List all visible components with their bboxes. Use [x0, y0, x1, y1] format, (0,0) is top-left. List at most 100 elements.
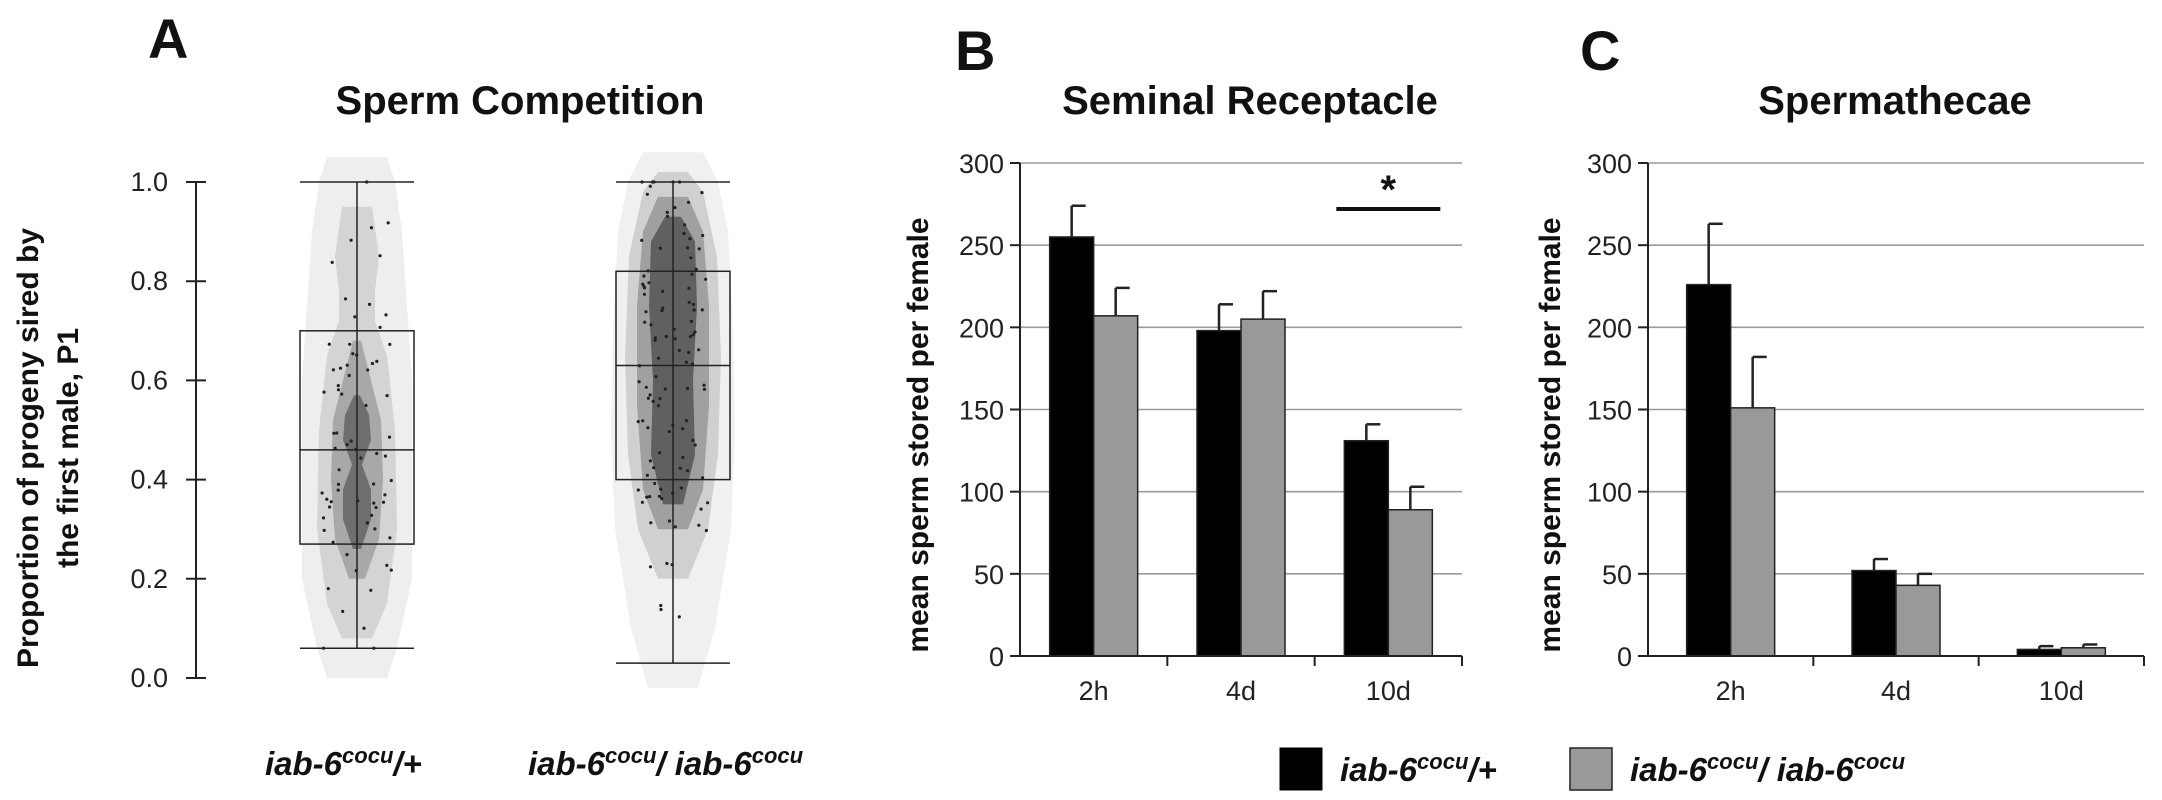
panel-b-bar-2h-series1	[1048, 236, 1095, 657]
panel-a-point	[673, 206, 677, 210]
panel-a-point	[651, 399, 655, 403]
panel-a-point	[336, 388, 341, 392]
panel-a-point	[338, 366, 343, 370]
panel-a-point	[659, 487, 663, 491]
panel-c-title: Spermathecae	[1758, 79, 2031, 123]
panel-a-point	[383, 493, 387, 497]
panel-b-bar-4d-series1	[1196, 329, 1242, 657]
panel-a-point	[365, 521, 369, 525]
panel-a-point	[653, 481, 657, 486]
panel-a-point	[332, 431, 336, 435]
panel-a-point	[325, 497, 329, 501]
panel-a-point	[686, 200, 691, 204]
panel-a-point	[671, 491, 675, 495]
panel-a-point	[653, 338, 657, 342]
panel-a-point	[645, 192, 650, 196]
panel-a-point	[656, 356, 661, 360]
panel-a-point	[692, 308, 696, 312]
panel-a-point	[694, 267, 698, 271]
panel-a-point	[693, 330, 697, 334]
panel-a-point	[658, 246, 662, 250]
panel-a-point	[384, 313, 388, 317]
panel-a-point	[659, 607, 663, 612]
panel-a-point	[697, 247, 701, 251]
panel-a-point	[658, 397, 662, 401]
panel-a-point	[648, 459, 653, 463]
panel-a-point	[335, 431, 339, 435]
panel-a-point	[336, 482, 341, 486]
panel-a-point	[329, 500, 333, 504]
panel-a-point	[671, 180, 675, 184]
panel-a-point	[345, 553, 349, 557]
panel-a-point	[364, 403, 368, 408]
panel-a-ylabel-line2: the first male, P1	[52, 328, 85, 568]
panel-a-point	[697, 523, 701, 527]
panel-a-point	[671, 423, 675, 427]
panel-a-point	[690, 362, 695, 366]
panel-a-point	[345, 363, 349, 367]
panel-a-point	[681, 455, 685, 459]
panel-b-axes: 0 50 100 150 200 250 300 2h 4d 10d *	[959, 149, 1463, 706]
legend-swatch-heterozygote	[1279, 747, 1323, 791]
panel-b-ytick-label: 200	[959, 313, 1004, 343]
panel-a-point	[643, 320, 647, 324]
legend-label-heterozygote: iab-6cocu/+	[1340, 749, 1497, 788]
panel-c-xtick-label: 2h	[1716, 676, 1746, 706]
panel-a-point	[648, 184, 652, 188]
panel-a-point	[667, 430, 671, 434]
panel-a-point	[343, 297, 348, 301]
panel-a-point	[322, 528, 326, 533]
panel-a-point	[365, 180, 369, 184]
panel-a-point	[637, 380, 641, 384]
panel-a-point	[369, 588, 373, 592]
panel-a-point	[322, 390, 326, 394]
panel-a-point	[660, 309, 664, 313]
panel-b-ytick-label: 300	[959, 149, 1004, 179]
panel-a-point	[388, 342, 392, 346]
panel-b-xtick-label: 4d	[1226, 676, 1256, 706]
panel-a-point	[369, 226, 374, 230]
panel-a-point	[700, 191, 704, 195]
panel-a-point	[320, 491, 324, 495]
panel-c-ylabel: mean sperm stored per female	[1534, 217, 1567, 652]
panel-a-point	[664, 334, 668, 339]
panel-a-point	[643, 286, 647, 290]
panel-a-point	[351, 352, 355, 356]
panel-b-ytick-label: 100	[959, 478, 1004, 508]
panel-a-point	[646, 269, 650, 273]
panel-a-point	[648, 393, 652, 397]
panel-a-point	[383, 454, 387, 458]
panel-a-point	[378, 325, 382, 329]
panel-c-bar-4d-series1	[1851, 569, 1897, 657]
panel-a-point	[649, 521, 653, 525]
panel-b-significance-star: *	[1381, 168, 1397, 212]
panel-a-point	[646, 396, 651, 400]
panel-c-xtick-label: 10d	[2039, 676, 2084, 706]
panel-a-point	[673, 525, 677, 529]
panel-a-point	[656, 404, 661, 408]
panel-a-point	[649, 323, 653, 327]
panel-a-point	[331, 540, 335, 544]
panel-a-iqr-box-1	[299, 330, 415, 545]
panel-a-point	[366, 368, 370, 372]
panel-c-ytick-label: 250	[1587, 231, 1632, 261]
panel-a-point	[354, 569, 358, 573]
panel-a-point	[336, 488, 340, 492]
panel-a-point	[337, 468, 341, 472]
panel-a-point	[385, 394, 389, 398]
panel-a-group-label-1: iab-6cocu/+	[265, 743, 422, 782]
panel-a-point	[370, 361, 375, 366]
panel-b-chart: mean sperm stored per female 0 50 100 150 20…	[902, 149, 1463, 706]
panel-a-point	[636, 420, 640, 424]
panel-b-bar-10d-series1	[1343, 439, 1390, 657]
panel-a-point	[687, 286, 691, 290]
panel-a-point	[660, 496, 664, 501]
panel-a-point	[645, 473, 650, 477]
panel-a-point	[372, 646, 376, 650]
panel-c-letter: C	[1580, 19, 1620, 82]
panel-a-iqr-box-2	[615, 270, 731, 481]
panel-a-point	[378, 254, 382, 258]
panel-b-ylabel: mean sperm stored per female	[902, 217, 935, 652]
panel-a-point	[336, 384, 340, 388]
